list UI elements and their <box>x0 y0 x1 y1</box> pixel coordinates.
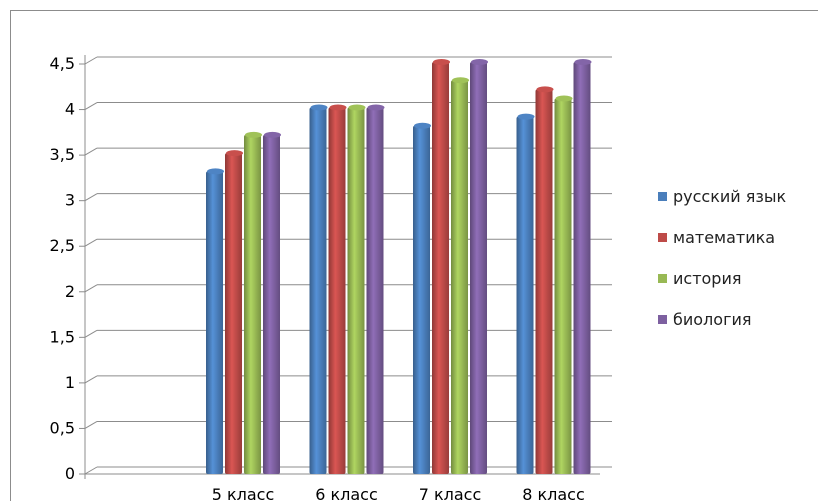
legend-label: история <box>673 268 742 288</box>
y-tick-label: 2,5 <box>50 236 75 255</box>
x-category-label: 8 класс <box>522 485 585 502</box>
gridline-diagonal <box>84 56 98 65</box>
bar-top-0-0 <box>207 168 224 175</box>
y-tick-label: 3,5 <box>50 145 75 164</box>
legend: русский язык математика история биология <box>658 186 818 350</box>
bar-3-1 <box>535 89 553 474</box>
gridline-diagonal <box>84 375 98 384</box>
bar-top-2-1 <box>433 59 450 65</box>
bar-0-3 <box>263 134 280 474</box>
y-tick-label: 1,5 <box>50 327 75 346</box>
y-tick-label: 0,5 <box>50 418 75 437</box>
bar-2-0 <box>413 125 430 475</box>
gridline-diagonal <box>84 147 98 156</box>
legend-label: русский язык <box>673 186 787 206</box>
bar-1-2 <box>347 107 365 475</box>
bar-top-0-1 <box>226 150 243 157</box>
gridline-diagonal <box>84 284 98 293</box>
gridline-diagonal <box>84 193 98 202</box>
bar-0-0 <box>206 171 223 475</box>
bar-top-3-3 <box>574 59 592 65</box>
y-tick-label: 4,5 <box>50 54 75 73</box>
x-category-label: 6 класс <box>315 485 378 502</box>
bar-top-1-2 <box>348 104 366 111</box>
bar-2-2 <box>451 80 468 474</box>
bar-1-3 <box>366 107 384 475</box>
y-tick-label: 2 <box>65 282 75 301</box>
gridline-diagonal <box>84 421 98 429</box>
bar-1-1 <box>328 107 346 475</box>
bar-0-1 <box>225 153 242 474</box>
bar-top-3-0 <box>517 113 535 120</box>
bar-top-2-2 <box>452 77 469 84</box>
legend-item: математика <box>658 227 818 247</box>
legend-swatch <box>658 273 667 283</box>
bar-top-2-0 <box>414 122 431 129</box>
y-tick-label: 1 <box>65 373 75 392</box>
gridline-diagonal <box>84 238 98 247</box>
legend-swatch <box>658 314 667 324</box>
x-category-label: 7 класс <box>419 485 482 502</box>
legend-label: математика <box>673 227 776 247</box>
legend-label: биология <box>673 309 752 329</box>
bar-top-1-3 <box>367 104 385 111</box>
gridline-diagonal <box>84 466 98 475</box>
bar-3-0 <box>516 116 534 475</box>
bar-1-0 <box>309 107 327 475</box>
x-category-label: 5 класс <box>212 485 275 502</box>
bar-0-2 <box>244 134 261 474</box>
bar-top-2-3 <box>471 59 488 65</box>
gridline-diagonal <box>84 102 98 110</box>
y-tick-label: 3 <box>65 191 75 210</box>
legend-item: биология <box>658 309 818 329</box>
bar-top-0-2 <box>245 131 262 138</box>
legend-item: история <box>658 268 818 288</box>
bar-2-3 <box>470 62 487 474</box>
bar-top-1-0 <box>310 104 328 111</box>
y-tick-label: 4 <box>65 100 75 119</box>
y-tick-label: 0 <box>65 464 75 483</box>
bar-top-1-1 <box>329 104 347 111</box>
legend-swatch <box>658 191 667 201</box>
bar-top-3-1 <box>536 86 554 93</box>
bar-top-3-2 <box>555 95 573 102</box>
bar-2-1 <box>432 62 449 474</box>
legend-swatch <box>658 232 667 242</box>
bar-3-3 <box>573 62 591 474</box>
gridline-diagonal <box>84 329 98 338</box>
legend-item: русский язык <box>658 186 818 206</box>
bar-top-0-3 <box>264 131 281 138</box>
bar-3-2 <box>554 98 572 474</box>
